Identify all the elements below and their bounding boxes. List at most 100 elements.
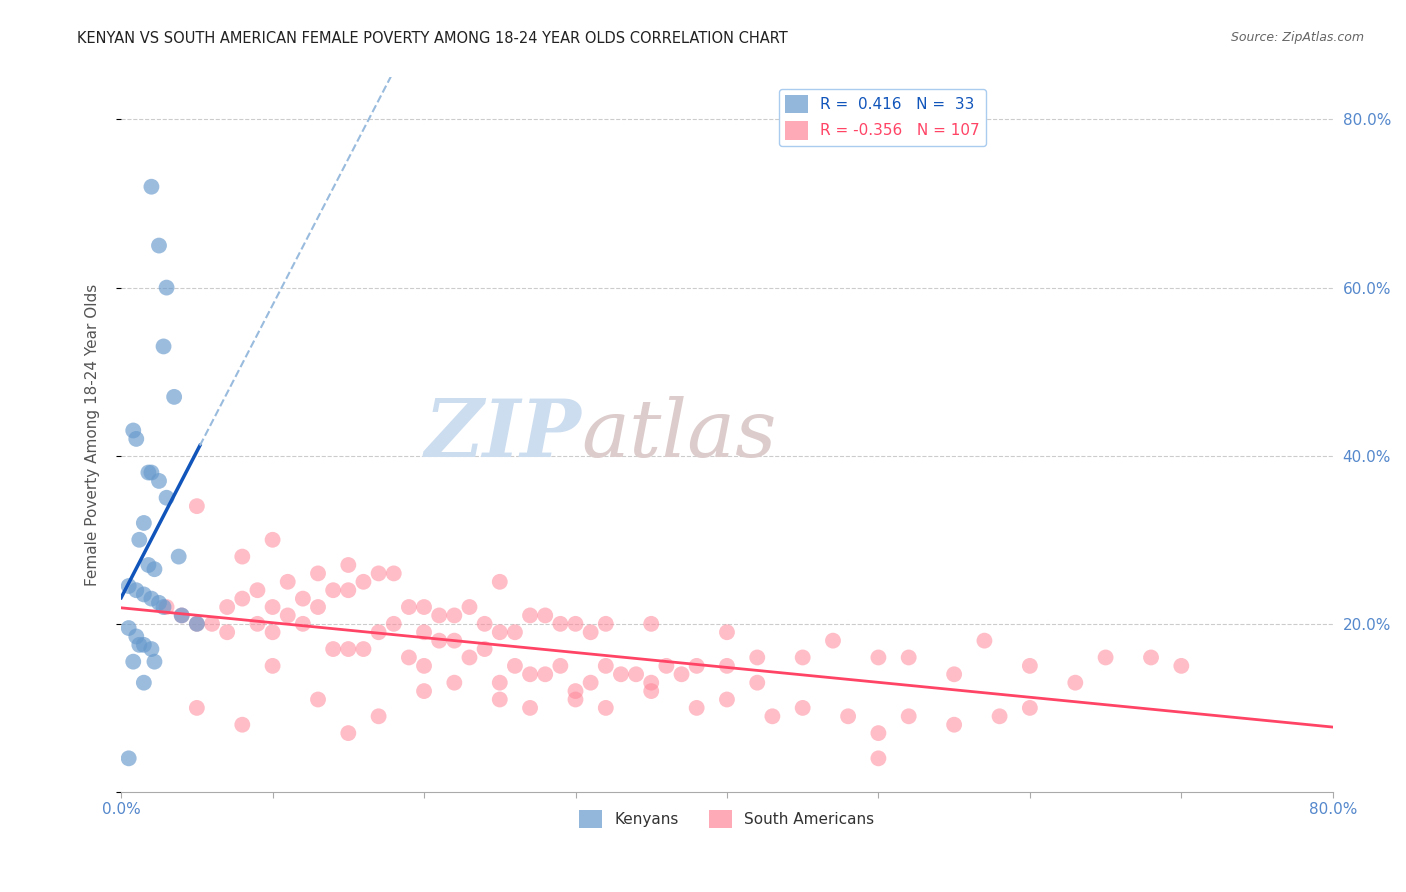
Point: [488, 625, 510, 640]
Point: [163, 390, 186, 404]
Point: [186, 499, 208, 513]
Point: [474, 616, 496, 631]
Point: [579, 625, 602, 640]
Point: [488, 692, 510, 706]
Point: [132, 587, 155, 601]
Point: [141, 466, 163, 480]
Point: [337, 583, 360, 598]
Point: [427, 608, 450, 623]
Point: [747, 650, 769, 665]
Point: [595, 616, 617, 631]
Point: [1170, 658, 1192, 673]
Point: [564, 684, 586, 698]
Point: [595, 658, 617, 673]
Point: [132, 675, 155, 690]
Point: [413, 600, 436, 615]
Point: [152, 600, 174, 615]
Point: [685, 701, 707, 715]
Point: [155, 280, 177, 294]
Point: [382, 566, 405, 581]
Point: [367, 566, 389, 581]
Point: [277, 608, 299, 623]
Point: [307, 566, 329, 581]
Point: [761, 709, 783, 723]
Point: [186, 701, 208, 715]
Point: [167, 549, 190, 564]
Point: [262, 600, 284, 615]
Point: [186, 616, 208, 631]
Point: [792, 701, 814, 715]
Point: [943, 717, 966, 731]
Text: KENYAN VS SOUTH AMERICAN FEMALE POVERTY AMONG 18-24 YEAR OLDS CORRELATION CHART: KENYAN VS SOUTH AMERICAN FEMALE POVERTY …: [77, 31, 789, 46]
Point: [579, 675, 602, 690]
Point: [1140, 650, 1163, 665]
Legend: Kenyans, South Americans: Kenyans, South Americans: [574, 804, 880, 834]
Point: [217, 625, 239, 640]
Point: [246, 583, 269, 598]
Point: [291, 591, 314, 606]
Point: [503, 625, 526, 640]
Point: [624, 667, 647, 681]
Point: [128, 638, 150, 652]
Point: [398, 600, 420, 615]
Point: [201, 616, 224, 631]
Point: [337, 726, 360, 740]
Point: [640, 675, 662, 690]
Point: [595, 701, 617, 715]
Point: [132, 638, 155, 652]
Point: [534, 667, 557, 681]
Point: [488, 574, 510, 589]
Point: [610, 667, 633, 681]
Point: [141, 591, 163, 606]
Point: [217, 600, 239, 615]
Point: [988, 709, 1011, 723]
Point: [143, 562, 166, 576]
Point: [231, 549, 253, 564]
Point: [413, 658, 436, 673]
Point: [747, 675, 769, 690]
Point: [1018, 658, 1040, 673]
Point: [443, 675, 465, 690]
Point: [640, 684, 662, 698]
Point: [943, 667, 966, 681]
Point: [443, 633, 465, 648]
Point: [291, 616, 314, 631]
Point: [122, 424, 145, 438]
Point: [564, 692, 586, 706]
Point: [353, 574, 375, 589]
Point: [118, 751, 141, 765]
Point: [868, 726, 890, 740]
Point: [443, 608, 465, 623]
Point: [231, 591, 253, 606]
Point: [337, 642, 360, 657]
Point: [792, 650, 814, 665]
Point: [519, 608, 541, 623]
Point: [897, 650, 920, 665]
Point: [118, 579, 141, 593]
Point: [413, 684, 436, 698]
Point: [277, 574, 299, 589]
Point: [307, 692, 329, 706]
Point: [868, 751, 890, 765]
Point: [398, 650, 420, 665]
Point: [474, 642, 496, 657]
Point: [322, 642, 344, 657]
Point: [367, 625, 389, 640]
Point: [550, 616, 572, 631]
Point: [155, 600, 177, 615]
Point: [128, 533, 150, 547]
Point: [262, 625, 284, 640]
Text: ZIP: ZIP: [425, 396, 582, 474]
Point: [148, 238, 170, 252]
Point: [132, 516, 155, 530]
Point: [488, 675, 510, 690]
Point: [152, 339, 174, 353]
Point: [307, 600, 329, 615]
Text: atlas: atlas: [582, 396, 778, 474]
Point: [837, 709, 859, 723]
Point: [671, 667, 693, 681]
Point: [367, 709, 389, 723]
Point: [148, 596, 170, 610]
Point: [138, 558, 160, 572]
Point: [427, 633, 450, 648]
